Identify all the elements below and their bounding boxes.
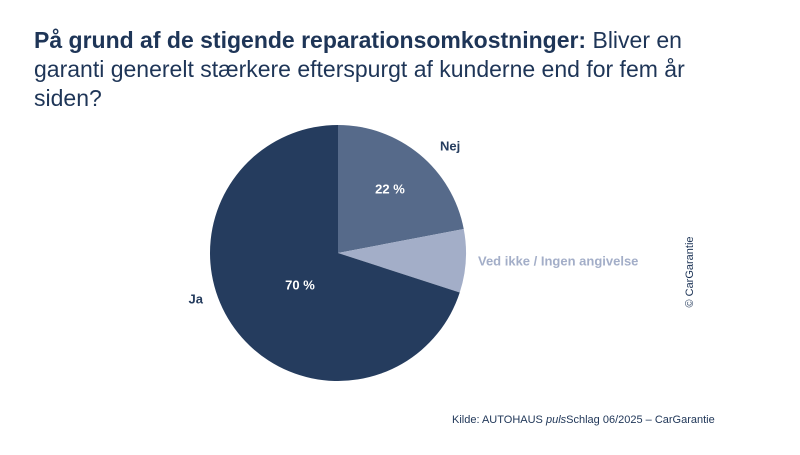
value-label: 22 % — [375, 181, 405, 196]
title-text: Bliver en garanti generelt stærkere efte… — [34, 27, 685, 111]
source-text: Kilde: AUTOHAUS — [452, 414, 546, 426]
pie-slice — [210, 125, 460, 381]
chart-title: På grund af de stigende reparationsomkos… — [34, 26, 694, 113]
pie-slice — [338, 229, 466, 293]
title-bold: På grund af de stigende reparationsomkos… — [34, 27, 587, 53]
slice-label: Ved ikke / Ingen angivelse — [478, 253, 638, 268]
pie-slice — [338, 125, 464, 253]
source-italic: puls — [545, 414, 567, 426]
source-text: Schlag 06/2025 – CarGarantie — [566, 414, 715, 426]
slice-label: Nej — [440, 138, 460, 153]
source: Kilde: AUTOHAUS pulsSchlag 06/2025 – Car… — [452, 414, 715, 426]
slice-label: Ja — [189, 291, 204, 306]
copyright: © CarGarantie — [684, 236, 696, 308]
value-label: 70 % — [285, 277, 315, 292]
